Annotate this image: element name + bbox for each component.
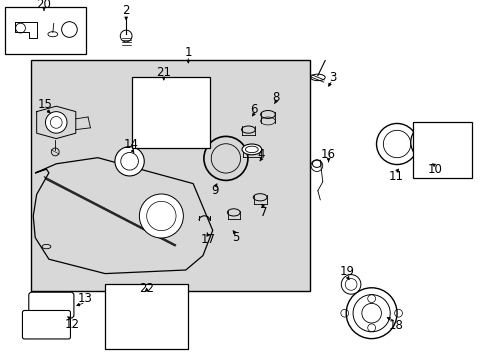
Bar [412, 122, 471, 178]
Circle shape [341, 275, 360, 294]
Text: 1: 1 [184, 46, 192, 59]
Bar [444, 136, 464, 148]
Bar [185, 103, 198, 117]
Bar [5, 7, 85, 54]
Text: 19: 19 [339, 265, 354, 278]
Text: 5: 5 [231, 231, 239, 244]
Text: 10: 10 [427, 163, 442, 176]
Text: 20: 20 [37, 0, 51, 11]
Text: 16: 16 [321, 148, 335, 161]
Circle shape [410, 123, 447, 161]
Circle shape [139, 194, 183, 238]
Bar [31, 60, 309, 291]
Text: 9: 9 [211, 184, 219, 197]
Text: 2: 2 [122, 4, 130, 17]
Text: 4: 4 [257, 148, 265, 161]
Text: 11: 11 [388, 170, 403, 183]
Bar [116, 158, 130, 166]
Circle shape [45, 112, 67, 133]
Text: 13: 13 [78, 292, 93, 305]
Text: 6: 6 [250, 103, 258, 116]
Text: 7: 7 [260, 206, 267, 219]
Bar [31, 60, 309, 291]
Text: 15: 15 [38, 98, 53, 111]
Text: 14: 14 [123, 138, 138, 150]
Circle shape [115, 147, 144, 176]
Bar [105, 284, 188, 349]
FancyBboxPatch shape [22, 310, 70, 339]
Circle shape [346, 288, 396, 339]
Bar [132, 77, 210, 148]
Ellipse shape [242, 144, 261, 155]
Text: 17: 17 [200, 233, 215, 246]
Text: 21: 21 [156, 66, 171, 78]
Text: 12: 12 [65, 318, 80, 330]
Text: 18: 18 [388, 319, 403, 332]
Text: 8: 8 [272, 91, 280, 104]
Text: 22: 22 [139, 282, 154, 294]
Text: 3: 3 [328, 71, 336, 84]
FancyBboxPatch shape [29, 292, 74, 318]
